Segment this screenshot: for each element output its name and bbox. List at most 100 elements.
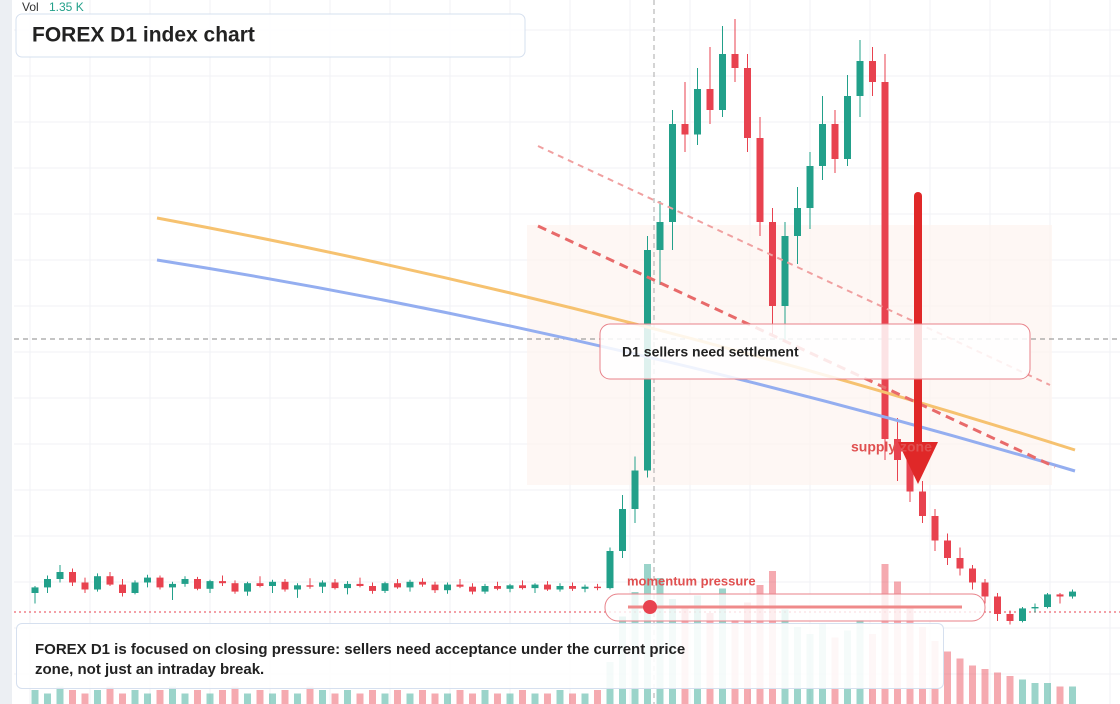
candle-body <box>919 491 926 516</box>
candle-body <box>569 586 576 589</box>
candle-body <box>331 582 339 589</box>
candle-body <box>231 583 239 592</box>
candle-body <box>369 586 376 591</box>
candle-body <box>956 558 964 569</box>
candle-body <box>531 584 539 589</box>
volume-bar <box>519 690 526 704</box>
volume-value: 1.35 K <box>49 0 84 14</box>
candle-body <box>31 587 39 593</box>
candle-body <box>106 576 114 585</box>
volume-bar <box>531 693 539 704</box>
volume-bar <box>1044 683 1051 704</box>
title-box <box>15 13 526 58</box>
supply-label: supply zone <box>851 439 932 455</box>
candle-body <box>631 470 639 509</box>
chart-title: FOREX D1 index chart <box>32 24 255 47</box>
volume-bar <box>506 693 514 704</box>
left-strip <box>0 0 12 704</box>
volume-bar <box>594 690 601 704</box>
candle-body <box>56 572 64 579</box>
ma-slow <box>156 216 1076 452</box>
arrow-head <box>898 442 938 484</box>
candle-body <box>581 586 589 589</box>
candle-body <box>456 584 464 587</box>
candle-body <box>519 585 526 589</box>
volume-bar <box>244 693 251 704</box>
candle-body <box>419 581 426 585</box>
candle-body <box>406 581 414 588</box>
volume-bar <box>194 690 201 704</box>
volume-bar <box>281 690 289 704</box>
candle-body <box>781 236 789 306</box>
candle-body <box>69 572 76 583</box>
candle-body <box>294 585 301 590</box>
volume-bar <box>206 693 214 704</box>
volume-bar <box>1006 676 1014 704</box>
volume-bar <box>156 690 164 704</box>
volume-bar <box>44 693 51 704</box>
candle-body <box>319 582 326 587</box>
zone-label: D1 sellers need settlement <box>622 344 799 360</box>
candle-body <box>506 585 514 589</box>
momentum-label: momentum pressure <box>627 573 756 588</box>
volume-bar <box>81 693 89 704</box>
candle-body <box>831 124 839 159</box>
candle-body <box>131 582 139 593</box>
candle-body <box>806 166 814 208</box>
candle-body <box>856 61 864 96</box>
candle-body <box>969 568 976 583</box>
candle-body <box>844 96 851 159</box>
volume-bar <box>231 686 239 704</box>
volume-bar <box>319 690 326 704</box>
candle-body <box>819 124 826 166</box>
volume-bar <box>469 693 476 704</box>
volume-label: Vol <box>22 0 39 14</box>
volume-bar <box>31 690 39 704</box>
volume-bar <box>581 693 589 704</box>
volume-bar <box>494 693 501 704</box>
candle-body <box>44 579 51 588</box>
candle-body <box>794 208 801 236</box>
candle-body <box>394 583 401 588</box>
candle-body <box>219 581 226 584</box>
candle-body <box>119 584 126 593</box>
volume-bar <box>356 693 364 704</box>
candle-body <box>669 124 676 222</box>
candle-body <box>994 596 1001 614</box>
candle-body <box>1069 591 1076 597</box>
candle-body <box>281 581 289 590</box>
volume-bar <box>431 693 439 704</box>
volume-bar <box>269 693 276 704</box>
candle-body <box>719 54 726 110</box>
volume-bar <box>544 693 551 704</box>
candle-body <box>194 579 201 589</box>
note: FOREX D1 is focused on closing pressure:… <box>35 641 686 678</box>
volume-bar <box>1056 686 1064 704</box>
candle-body <box>306 585 314 587</box>
candle-body <box>981 582 989 597</box>
candle-body <box>944 540 951 558</box>
candle-body <box>81 582 89 590</box>
volume-bar <box>94 690 101 704</box>
candle-body <box>431 584 439 591</box>
volume-bar <box>981 669 989 704</box>
momentum-knob[interactable] <box>643 600 657 614</box>
volume-bar <box>481 690 489 704</box>
candle-body <box>256 583 264 586</box>
volume-bar <box>256 690 264 704</box>
candle-body <box>206 581 214 589</box>
candle-body <box>94 576 101 590</box>
volume-bar <box>456 690 464 704</box>
candle-body <box>606 551 614 589</box>
volume-bar <box>144 693 151 704</box>
candle-body <box>619 509 626 551</box>
candle-body <box>144 577 151 583</box>
candle-body <box>869 61 876 82</box>
candle-body <box>769 222 776 306</box>
candle-body <box>556 586 564 590</box>
volume-bar <box>381 693 389 704</box>
volume-bar <box>556 690 564 704</box>
candle-body <box>444 584 451 591</box>
volume-bar <box>1019 679 1026 704</box>
